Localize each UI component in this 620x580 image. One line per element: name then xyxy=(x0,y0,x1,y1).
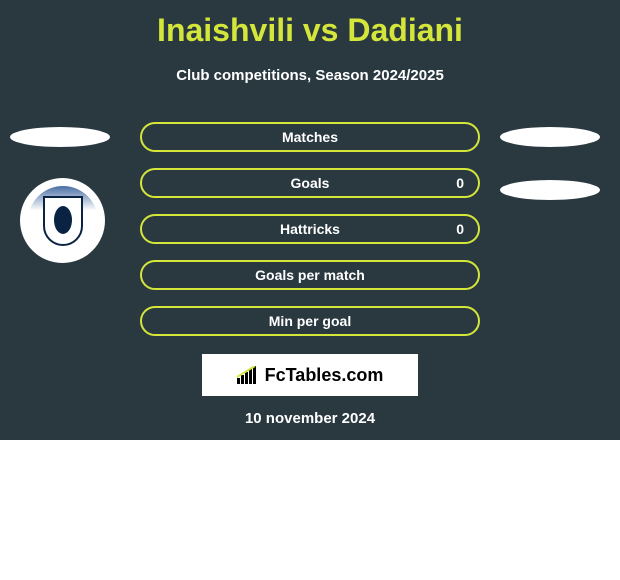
stats-list: Matches Goals 0 Hattricks 0 Goals per ma… xyxy=(140,122,480,352)
stat-row-matches: Matches xyxy=(140,122,480,152)
decorative-ellipse-top-left xyxy=(10,127,110,147)
subtitle: Club competitions, Season 2024/2025 xyxy=(0,67,620,84)
decorative-ellipse-top-right xyxy=(500,127,600,147)
team-badge-inner xyxy=(28,186,98,256)
brand-logo-box[interactable]: FcTables.com xyxy=(202,354,418,396)
team-badge-left xyxy=(20,178,105,263)
brand-logo: FcTables.com xyxy=(237,365,384,386)
comparison-widget: Inaishvili vs Dadiani Club competitions,… xyxy=(0,0,620,440)
stat-value-hattricks-right: 0 xyxy=(456,221,464,237)
stat-row-goals-per-match: Goals per match xyxy=(140,260,480,290)
stat-label-min-per-goal: Min per goal xyxy=(269,313,351,329)
stat-row-hattricks: Hattricks 0 xyxy=(140,214,480,244)
team-shield-icon xyxy=(43,196,83,246)
bar-chart-icon xyxy=(237,366,259,384)
stat-label-matches: Matches xyxy=(282,129,338,145)
stat-label-goals: Goals xyxy=(291,175,330,191)
stat-label-hattricks: Hattricks xyxy=(280,221,340,237)
stat-row-min-per-goal: Min per goal xyxy=(140,306,480,336)
decorative-ellipse-bottom-right xyxy=(500,180,600,200)
date-label: 10 november 2024 xyxy=(0,410,620,427)
stat-value-goals-right: 0 xyxy=(456,175,464,191)
page-title: Inaishvili vs Dadiani xyxy=(0,0,620,49)
brand-text: FcTables.com xyxy=(265,365,384,386)
stat-label-goals-per-match: Goals per match xyxy=(255,267,365,283)
stat-row-goals: Goals 0 xyxy=(140,168,480,198)
